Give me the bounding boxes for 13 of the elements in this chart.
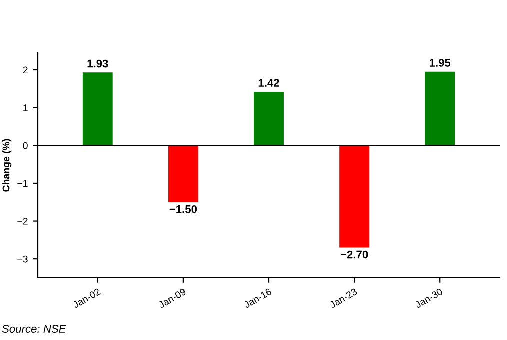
data-label: 1.93 bbox=[88, 60, 108, 68]
y-axis-title: Change (%) bbox=[2, 139, 12, 192]
y-tick-label: 0 bbox=[23, 142, 28, 150]
y-tick-label: 1 bbox=[24, 104, 28, 112]
data-label: −2.70 bbox=[340, 250, 368, 259]
data-label: 1.42 bbox=[258, 79, 280, 87]
y-tick-label: −2 bbox=[18, 218, 28, 225]
source-note: Source: NSE bbox=[2, 325, 66, 333]
y-tick-label: 2 bbox=[23, 66, 28, 74]
data-label: 1.95 bbox=[430, 59, 451, 67]
y-tick-label: −3 bbox=[18, 256, 28, 263]
data-label: −1.50 bbox=[170, 205, 198, 214]
y-tick-label: −1 bbox=[18, 180, 28, 187]
